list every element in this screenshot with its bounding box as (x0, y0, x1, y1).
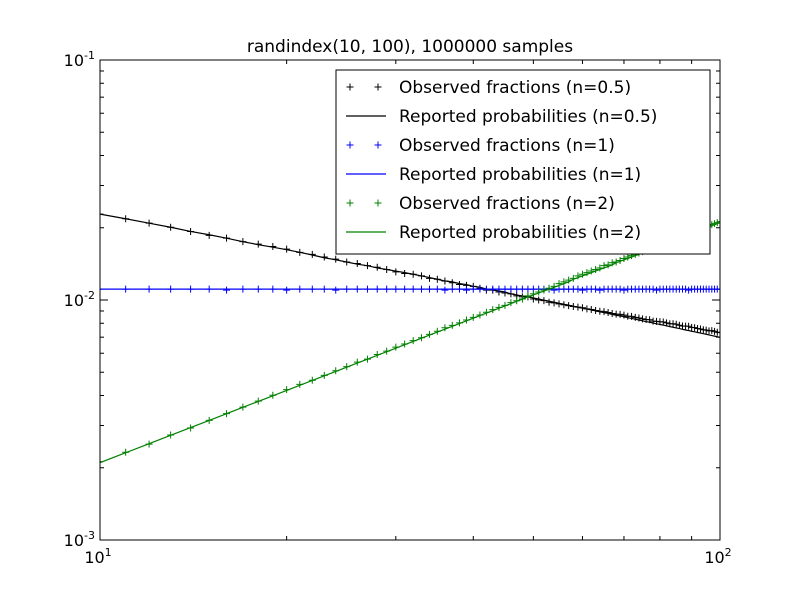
legend-label: Observed fractions (n=2) (399, 194, 615, 214)
legend: Observed fractions (n=0.5) Reported proba… (335, 69, 711, 255)
legend-swatch-marker (346, 141, 354, 149)
legend-entry-reported-probabilities-n-1: Reported probabilities (n=1) (346, 165, 641, 185)
legend-swatch-marker (374, 141, 382, 149)
data-point (691, 324, 699, 332)
series-line-reported-probabilities-n-0-5 (100, 213, 720, 338)
data-point (672, 320, 680, 328)
series-group (100, 210, 720, 466)
data-point (332, 286, 340, 294)
data-point (685, 286, 693, 294)
data-point (669, 320, 677, 328)
legend-swatch-marker (346, 83, 354, 91)
legend-swatch-marker (374, 199, 382, 207)
axes: 101 102 10-3 10-2 10-1 (64, 49, 732, 567)
plot-area (100, 210, 720, 466)
data-point (675, 321, 683, 329)
data-point (694, 324, 702, 332)
data-point (716, 218, 720, 226)
x-tick-label: 102 (704, 546, 731, 567)
legend-entry-reported-probabilities-n-2: Reported probabilities (n=2) (346, 223, 641, 243)
data-point (223, 286, 231, 294)
data-point (696, 325, 704, 333)
data-point (587, 267, 595, 275)
legend-entry-observed-fractions-n-1: Observed fractions (n=1) (346, 136, 615, 156)
data-point (462, 286, 470, 294)
legend-label: Reported probabilities (n=2) (399, 223, 641, 243)
data-point (574, 272, 582, 280)
data-point (583, 269, 591, 277)
data-point (441, 286, 449, 294)
legend-label: Observed fractions (n=1) (399, 136, 615, 156)
y-tick-label: 10-3 (64, 529, 95, 550)
y-tick-label: 10-2 (64, 289, 95, 310)
legend-swatch-marker (374, 83, 382, 91)
tick-marks (99, 59, 721, 541)
data-point (653, 286, 661, 294)
legend-label: Observed fractions (n=0.5) (399, 78, 631, 98)
data-point (578, 286, 586, 294)
y-tick-label: 10-1 (64, 49, 95, 70)
data-point (592, 265, 600, 273)
data-point (596, 286, 604, 294)
data-point (596, 264, 604, 272)
data-point (616, 310, 624, 318)
chart-title: randindex(10, 100), 1000000 samples (247, 37, 573, 57)
data-point (578, 270, 586, 278)
data-point (659, 318, 667, 326)
data-point (620, 286, 628, 294)
x-tick-label: 101 (84, 546, 111, 567)
legend-label: Reported probabilities (n=0.5) (399, 107, 657, 127)
data-point (663, 319, 671, 327)
data-point (283, 286, 291, 294)
legend-swatch-marker (346, 199, 354, 207)
legend-entry-reported-probabilities-n-0-5: Reported probabilities (n=0.5) (346, 107, 657, 127)
legend-frame (335, 69, 711, 255)
legend-label: Reported probabilities (n=1) (399, 165, 641, 185)
data-point (685, 322, 693, 330)
data-point (716, 329, 720, 337)
data-point (620, 311, 628, 319)
legend-entry-observed-fractions-n-0-5: Observed fractions (n=0.5) (346, 78, 631, 98)
legend-entry-observed-fractions-n-2: Observed fractions (n=2) (346, 194, 615, 214)
